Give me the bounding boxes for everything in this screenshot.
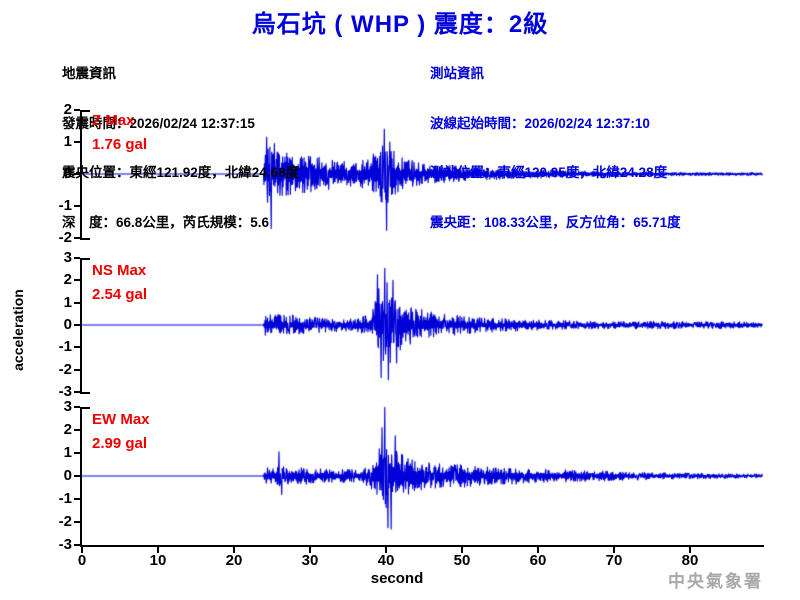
earthquake-origin-time: 發震時間：2026/02/24 12:37:15	[62, 115, 255, 131]
earthquake-info-block: 地震資訊 發震時間：2026/02/24 12:37:15 震央位置：東經121…	[62, 33, 299, 248]
y-axis-top-cap	[82, 407, 90, 409]
channel-ew-max-value: 2.99 gal	[92, 435, 148, 452]
x-tick-label: 30	[301, 552, 319, 569]
y-tick-label: -1	[58, 490, 72, 507]
y-tick	[74, 475, 80, 477]
y-tick-label: 0	[63, 467, 72, 484]
x-tick-label: 70	[605, 552, 623, 569]
y-tick-label: -2	[58, 360, 72, 378]
y-tick-label: -1	[58, 338, 72, 356]
earthquake-epicenter: 震央位置：東經121.92度，北緯24.68度	[62, 165, 300, 180]
x-tick	[157, 547, 159, 553]
y-tick-label: -3	[58, 536, 72, 553]
channel-z-max-label: Z Max 1.76 gal	[92, 109, 147, 157]
x-tick-label: 80	[681, 552, 699, 569]
y-tick	[74, 109, 80, 111]
y-tick-label: -3	[58, 382, 72, 400]
y-tick-label: -2	[58, 229, 72, 246]
y-tick	[74, 521, 80, 523]
y-axis-bottom-cap	[82, 391, 90, 394]
y-tick-label: 2	[63, 421, 72, 438]
y-tick	[74, 324, 80, 326]
y-tick-label: 2	[63, 271, 72, 289]
agency-watermark: 中央氣象署	[668, 572, 763, 591]
x-axis-title: second	[370, 570, 424, 587]
y-tick	[74, 346, 80, 349]
x-tick-label: 40	[377, 552, 395, 569]
y-tick-label: 1	[63, 444, 72, 461]
y-tick-label: -2	[58, 513, 72, 530]
x-tick	[689, 547, 691, 553]
y-tick	[74, 237, 80, 239]
y-tick-label: 0	[63, 316, 72, 333]
channel-ew-max-label: EW Max 2.99 gal	[92, 408, 150, 456]
y-tick-label: 2	[63, 101, 72, 118]
x-tick	[461, 547, 463, 553]
x-tick	[81, 547, 83, 553]
station-info-block: 測站資訊 波線起始時間：2026/02/24 12:37:10 測站位置：東經1…	[430, 33, 681, 248]
y-tick-label: 0	[63, 165, 72, 182]
channel-ns-max-value: 2.54 gal	[92, 286, 148, 303]
x-tick-label: 60	[529, 552, 547, 569]
x-tick-label: 0	[77, 552, 87, 569]
x-tick	[613, 547, 615, 553]
channel-ew-name: EW Max	[92, 411, 150, 428]
y-tick	[74, 452, 80, 454]
channel-z-name: Z Max	[92, 112, 135, 129]
y-tick	[74, 205, 80, 207]
x-axis-line	[80, 545, 764, 547]
y-axis-spine	[80, 407, 82, 547]
x-tick	[385, 547, 387, 553]
earthquake-depth-magnitude: 深 度：66.8公里，芮氏規模：5.6	[62, 214, 270, 230]
y-axis-spine	[80, 110, 82, 240]
station-info-heading: 測站資訊	[430, 66, 484, 81]
x-tick	[537, 547, 539, 553]
y-tick-label: 3	[63, 249, 72, 266]
page-title: 烏石坑 ( WHP ) 震度：2級	[251, 11, 549, 38]
y-tick	[74, 498, 80, 500]
y-tick	[74, 390, 80, 393]
x-tick-label: 10	[149, 552, 167, 569]
y-tick	[74, 301, 80, 304]
channel-ns-name: NS Max	[92, 262, 147, 279]
earthquake-info-heading: 地震資訊	[62, 66, 116, 81]
y-tick-label: 3	[63, 398, 72, 415]
x-tick-label: 50	[453, 552, 471, 569]
y-tick-label: 1	[63, 133, 72, 150]
y-tick-label: 1	[63, 293, 72, 311]
channel-ns-max-label: NS Max 2.54 gal	[92, 259, 147, 307]
station-distance-azimuth: 震央距：108.33公里，反方位角：65.71度	[430, 214, 681, 230]
station-wave-start-time: 波線起始時間：2026/02/24 12:37:10	[430, 115, 650, 131]
y-tick	[74, 406, 80, 408]
y-axis-spine	[80, 258, 82, 394]
y-tick	[74, 544, 80, 546]
x-tick	[309, 547, 311, 553]
y-axis-bottom-cap	[82, 238, 90, 240]
y-tick	[74, 257, 80, 259]
y-tick	[74, 173, 80, 175]
y-tick	[74, 368, 80, 371]
channel-z-max-value: 1.76 gal	[92, 136, 148, 153]
y-axis-top-cap	[82, 258, 90, 260]
station-location: 測站位置：東經120.95度，北緯24.28度	[430, 165, 668, 180]
y-axis-top-cap	[82, 110, 90, 112]
y-tick-label: -1	[58, 197, 72, 214]
y-tick	[74, 279, 80, 282]
y-tick	[74, 429, 80, 431]
x-tick-label: 20	[225, 552, 243, 569]
y-tick	[74, 141, 80, 143]
x-tick	[233, 547, 235, 553]
